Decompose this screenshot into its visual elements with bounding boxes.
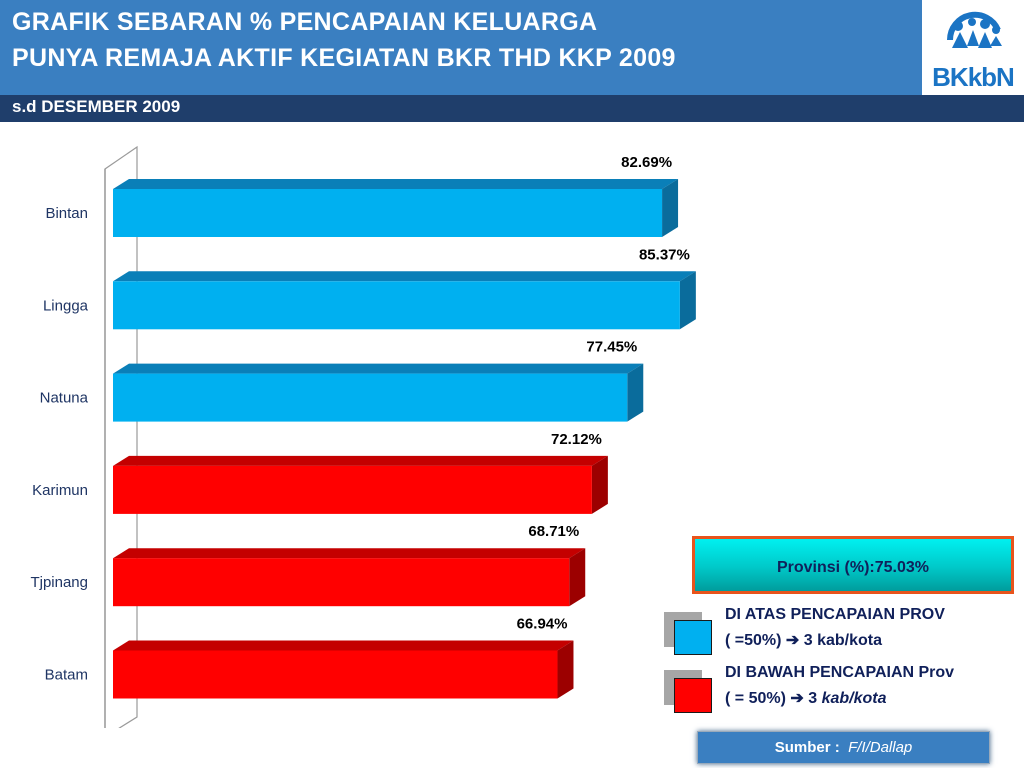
category-label: Bintan [45, 205, 88, 222]
bar-side [569, 548, 586, 607]
category-label: Karimun [32, 482, 88, 499]
source-text: Sumber : F/I/Dallap [698, 739, 989, 756]
bar-side [591, 455, 608, 514]
title-line-2: PUNYA REMAJA AKTIF KEGIATAN BKR THD KKP … [12, 44, 676, 72]
bar [113, 281, 680, 330]
bar-side [557, 640, 574, 699]
bar-top [113, 548, 586, 559]
header-bar: GRAFIK SEBARAN % PENCAPAIAN KELUARGA PUN… [0, 0, 1024, 95]
bar-side [679, 271, 696, 330]
bar-top [113, 363, 644, 374]
data-label: 77.45% [586, 339, 637, 356]
source-box: Sumber : F/I/Dallap [697, 731, 990, 764]
bar [113, 189, 663, 237]
legend-above-line-2: ( =50%) ➔ 3 kab/kota [725, 632, 883, 649]
data-label: 66.94% [517, 616, 568, 633]
bar [113, 558, 570, 607]
data-label: 82.69% [621, 154, 672, 171]
category-label: Batam [45, 667, 88, 684]
bar [113, 373, 628, 422]
subtitle: s.d DESEMBER 2009 [12, 97, 181, 116]
legend-below-swatch [674, 678, 712, 713]
bar [113, 465, 592, 514]
category-label: Tjpinang [30, 574, 88, 591]
bar-side [627, 363, 644, 422]
subtitle-bar: s.d DESEMBER 2009 [0, 95, 1024, 122]
source-label: Sumber : [774, 739, 840, 756]
province-average-text: Provinsi (%):75.03% [776, 559, 930, 576]
legend-above-line-1: DI ATAS PENCAPAIAN PROV [725, 606, 945, 623]
bar-side [662, 179, 679, 237]
bar-chart: Bintan 82.69% Lingga 85.37% Natuna 77.45% Kari… [30, 145, 696, 728]
data-label: 68.71% [528, 523, 579, 540]
category-label: Natuna [40, 390, 89, 407]
province-average-box: Provinsi (%):75.03% [692, 536, 1014, 594]
data-label: 85.37% [639, 246, 690, 263]
legend-below-line-1: DI BAWAH PENCAPAIAN Prov [725, 664, 955, 681]
title-line-1: GRAFIK SEBARAN % PENCAPAIAN KELUARGA [12, 8, 598, 36]
category-label: Lingga [43, 297, 89, 314]
data-label: 72.12% [551, 431, 602, 448]
logo-icon: BKkbN [932, 11, 1015, 92]
source-value: F/I/Dallap [848, 739, 913, 756]
legend-below-line-2-text: ( = 50%) ➔ 3 [725, 690, 822, 707]
bar-top [113, 271, 696, 282]
bar-top [113, 640, 574, 651]
legend-below-line-2-italic: kab/kota [821, 690, 887, 707]
bkkbn-logo: BKkbN [922, 0, 1024, 95]
legend-below-line-2: ( = 50%) ➔ 3 kab/kota [725, 688, 886, 709]
bar-top [113, 455, 608, 466]
legend-above-swatch [674, 620, 712, 655]
bar [113, 650, 558, 699]
bar-top [113, 179, 679, 189]
logo-text: BKkbN [932, 62, 1014, 92]
